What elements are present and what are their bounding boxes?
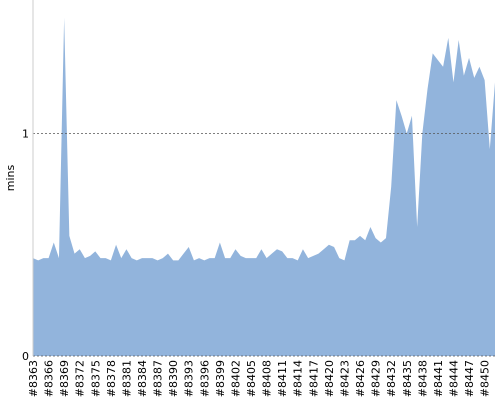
x-tick-label: #8369	[58, 360, 71, 397]
x-tick-label: #8426	[354, 360, 367, 397]
x-tick-label: #8366	[43, 360, 56, 397]
x-tick-label: #8450	[479, 360, 492, 397]
x-tick-label: #8429	[370, 360, 383, 397]
x-tick-label: #8402	[229, 360, 242, 397]
x-tick-label: #8432	[385, 360, 398, 397]
x-tick-label: #8399	[214, 360, 227, 397]
area	[33, 17, 495, 357]
x-tick-label: #8423	[338, 360, 351, 397]
x-tick-label: #8444	[447, 360, 460, 397]
x-tick-label: #8420	[323, 360, 336, 397]
x-tick-label: #8381	[120, 360, 133, 397]
x-tick-label: #8375	[89, 360, 102, 397]
x-tick-label: #8405	[245, 360, 258, 397]
x-tick-label: #8378	[105, 360, 118, 397]
y-tick-label: 0	[22, 350, 29, 363]
x-tick-label: #8438	[416, 360, 429, 397]
x-tick-label: #8390	[167, 360, 180, 397]
x-tick-label: #8408	[261, 360, 274, 397]
y-tick-label: 1	[22, 128, 29, 141]
x-tick-label: #8414	[292, 360, 305, 397]
x-tick-label: #8393	[183, 360, 196, 397]
x-tick-label: #8384	[136, 360, 149, 397]
x-tick-label: #8387	[152, 360, 165, 397]
x-tick-label: #8417	[307, 360, 320, 397]
x-tick-label: #8396	[198, 360, 211, 397]
y-axis-label: mins	[4, 164, 17, 191]
x-tick-label: #8372	[74, 360, 87, 397]
x-tick-label: #8411	[276, 360, 289, 397]
x-tick-label: #8447	[463, 360, 476, 397]
x-tick-label: #8441	[432, 360, 445, 397]
x-tick-label: #8363	[27, 360, 40, 397]
x-tick-label: #8435	[401, 360, 414, 397]
